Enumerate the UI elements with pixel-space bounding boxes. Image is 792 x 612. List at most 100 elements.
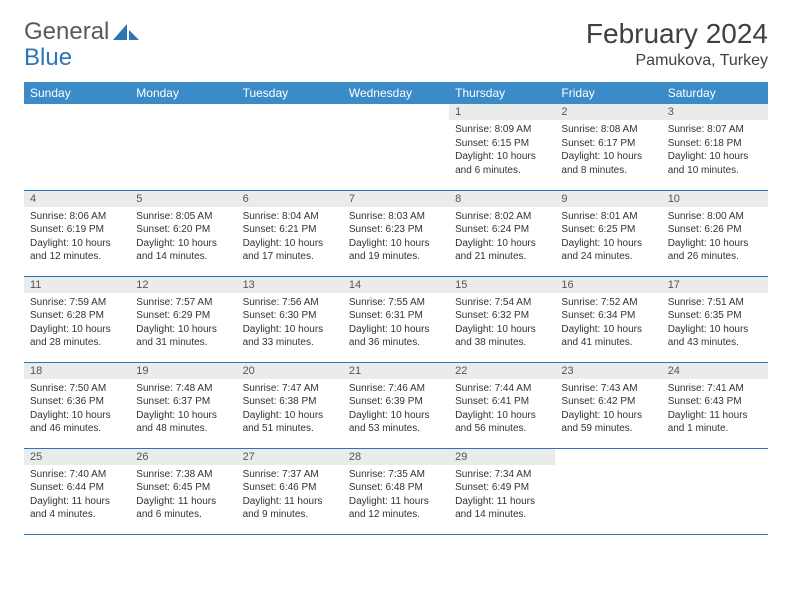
- calendar-cell: 13Sunrise: 7:56 AMSunset: 6:30 PMDayligh…: [237, 276, 343, 362]
- cell-line: and 26 minutes.: [668, 250, 762, 264]
- cell-line: Sunrise: 7:56 AM: [243, 296, 337, 310]
- cell-body: Sunrise: 8:08 AMSunset: 6:17 PMDaylight:…: [555, 120, 661, 181]
- day-header: Thursday: [449, 82, 555, 104]
- calendar-cell: 29Sunrise: 7:34 AMSunset: 6:49 PMDayligh…: [449, 448, 555, 534]
- cell-body: [130, 120, 236, 127]
- calendar-cell: 8Sunrise: 8:02 AMSunset: 6:24 PMDaylight…: [449, 190, 555, 276]
- calendar-cell: 25Sunrise: 7:40 AMSunset: 6:44 PMDayligh…: [24, 448, 130, 534]
- calendar-week-row: 11Sunrise: 7:59 AMSunset: 6:28 PMDayligh…: [24, 276, 768, 362]
- cell-line: Sunrise: 7:35 AM: [349, 468, 443, 482]
- cell-line: Sunrise: 7:55 AM: [349, 296, 443, 310]
- cell-body: Sunrise: 7:34 AMSunset: 6:49 PMDaylight:…: [449, 465, 555, 526]
- calendar-cell: 22Sunrise: 7:44 AMSunset: 6:41 PMDayligh…: [449, 362, 555, 448]
- cell-line: and 8 minutes.: [561, 164, 655, 178]
- calendar-week-row: 4Sunrise: 8:06 AMSunset: 6:19 PMDaylight…: [24, 190, 768, 276]
- cell-line: Sunset: 6:42 PM: [561, 395, 655, 409]
- cell-line: Sunset: 6:28 PM: [30, 309, 124, 323]
- cell-line: Daylight: 11 hours: [30, 495, 124, 509]
- calendar-cell: 21Sunrise: 7:46 AMSunset: 6:39 PMDayligh…: [343, 362, 449, 448]
- cell-line: Sunrise: 8:03 AM: [349, 210, 443, 224]
- calendar-cell: 10Sunrise: 8:00 AMSunset: 6:26 PMDayligh…: [662, 190, 768, 276]
- cell-line: and 51 minutes.: [243, 422, 337, 436]
- cell-line: Sunset: 6:46 PM: [243, 481, 337, 495]
- cell-line: and 9 minutes.: [243, 508, 337, 522]
- cell-line: Sunrise: 7:37 AM: [243, 468, 337, 482]
- cell-line: Sunrise: 7:43 AM: [561, 382, 655, 396]
- cell-line: Daylight: 11 hours: [136, 495, 230, 509]
- day-number: 13: [237, 277, 343, 293]
- cell-body: Sunrise: 7:38 AMSunset: 6:45 PMDaylight:…: [130, 465, 236, 526]
- cell-body: Sunrise: 8:01 AMSunset: 6:25 PMDaylight:…: [555, 207, 661, 268]
- cell-line: and 6 minutes.: [455, 164, 549, 178]
- cell-line: Sunset: 6:39 PM: [349, 395, 443, 409]
- cell-body: Sunrise: 7:46 AMSunset: 6:39 PMDaylight:…: [343, 379, 449, 440]
- day-header: Wednesday: [343, 82, 449, 104]
- cell-line: Sunrise: 8:09 AM: [455, 123, 549, 137]
- cell-line: Sunset: 6:49 PM: [455, 481, 549, 495]
- day-number: 24: [662, 363, 768, 379]
- cell-line: Sunrise: 7:38 AM: [136, 468, 230, 482]
- cell-body: Sunrise: 8:07 AMSunset: 6:18 PMDaylight:…: [662, 120, 768, 181]
- cell-line: Daylight: 10 hours: [243, 323, 337, 337]
- day-header: Saturday: [662, 82, 768, 104]
- cell-line: Sunrise: 7:40 AM: [30, 468, 124, 482]
- cell-line: and 6 minutes.: [136, 508, 230, 522]
- cell-body: Sunrise: 7:50 AMSunset: 6:36 PMDaylight:…: [24, 379, 130, 440]
- cell-line: and 36 minutes.: [349, 336, 443, 350]
- cell-line: Daylight: 11 hours: [243, 495, 337, 509]
- cell-line: Sunrise: 7:59 AM: [30, 296, 124, 310]
- cell-body: Sunrise: 7:55 AMSunset: 6:31 PMDaylight:…: [343, 293, 449, 354]
- cell-line: Daylight: 10 hours: [561, 237, 655, 251]
- calendar-week-row: 18Sunrise: 7:50 AMSunset: 6:36 PMDayligh…: [24, 362, 768, 448]
- cell-line: Sunrise: 8:00 AM: [668, 210, 762, 224]
- cell-line: Daylight: 10 hours: [349, 237, 443, 251]
- calendar-cell: 19Sunrise: 7:48 AMSunset: 6:37 PMDayligh…: [130, 362, 236, 448]
- cell-line: Sunset: 6:45 PM: [136, 481, 230, 495]
- cell-line: and 19 minutes.: [349, 250, 443, 264]
- cell-line: and 33 minutes.: [243, 336, 337, 350]
- cell-line: Sunrise: 7:57 AM: [136, 296, 230, 310]
- day-number: 11: [24, 277, 130, 293]
- cell-line: Sunrise: 7:34 AM: [455, 468, 549, 482]
- day-number: 9: [555, 191, 661, 207]
- day-number: 23: [555, 363, 661, 379]
- cell-body: Sunrise: 7:41 AMSunset: 6:43 PMDaylight:…: [662, 379, 768, 440]
- cell-line: and 59 minutes.: [561, 422, 655, 436]
- calendar-cell: 26Sunrise: 7:38 AMSunset: 6:45 PMDayligh…: [130, 448, 236, 534]
- cell-body: [555, 465, 661, 472]
- cell-body: Sunrise: 8:04 AMSunset: 6:21 PMDaylight:…: [237, 207, 343, 268]
- cell-body: Sunrise: 7:56 AMSunset: 6:30 PMDaylight:…: [237, 293, 343, 354]
- cell-line: Sunset: 6:15 PM: [455, 137, 549, 151]
- calendar-cell: [343, 104, 449, 190]
- calendar-week-row: 1Sunrise: 8:09 AMSunset: 6:15 PMDaylight…: [24, 104, 768, 190]
- day-number: 8: [449, 191, 555, 207]
- cell-line: Sunset: 6:37 PM: [136, 395, 230, 409]
- day-number: 17: [662, 277, 768, 293]
- cell-line: Daylight: 10 hours: [30, 323, 124, 337]
- cell-line: Sunset: 6:24 PM: [455, 223, 549, 237]
- calendar-cell: 4Sunrise: 8:06 AMSunset: 6:19 PMDaylight…: [24, 190, 130, 276]
- title-block: February 2024 Pamukova, Turkey: [586, 18, 768, 70]
- brand-sail-icon: [113, 22, 139, 42]
- day-number: 10: [662, 191, 768, 207]
- cell-line: and 48 minutes.: [136, 422, 230, 436]
- cell-line: and 10 minutes.: [668, 164, 762, 178]
- day-number: [130, 104, 236, 120]
- cell-line: and 53 minutes.: [349, 422, 443, 436]
- cell-line: Daylight: 10 hours: [136, 409, 230, 423]
- day-number: 25: [24, 449, 130, 465]
- cell-body: Sunrise: 8:02 AMSunset: 6:24 PMDaylight:…: [449, 207, 555, 268]
- cell-line: Daylight: 10 hours: [561, 150, 655, 164]
- cell-line: Daylight: 11 hours: [455, 495, 549, 509]
- cell-line: and 38 minutes.: [455, 336, 549, 350]
- cell-body: [237, 120, 343, 127]
- cell-line: Sunset: 6:25 PM: [561, 223, 655, 237]
- calendar-cell: [237, 104, 343, 190]
- day-number: 20: [237, 363, 343, 379]
- calendar-cell: 9Sunrise: 8:01 AMSunset: 6:25 PMDaylight…: [555, 190, 661, 276]
- cell-body: Sunrise: 8:05 AMSunset: 6:20 PMDaylight:…: [130, 207, 236, 268]
- cell-line: Sunset: 6:34 PM: [561, 309, 655, 323]
- day-number: 12: [130, 277, 236, 293]
- cell-body: Sunrise: 7:47 AMSunset: 6:38 PMDaylight:…: [237, 379, 343, 440]
- cell-line: Sunset: 6:30 PM: [243, 309, 337, 323]
